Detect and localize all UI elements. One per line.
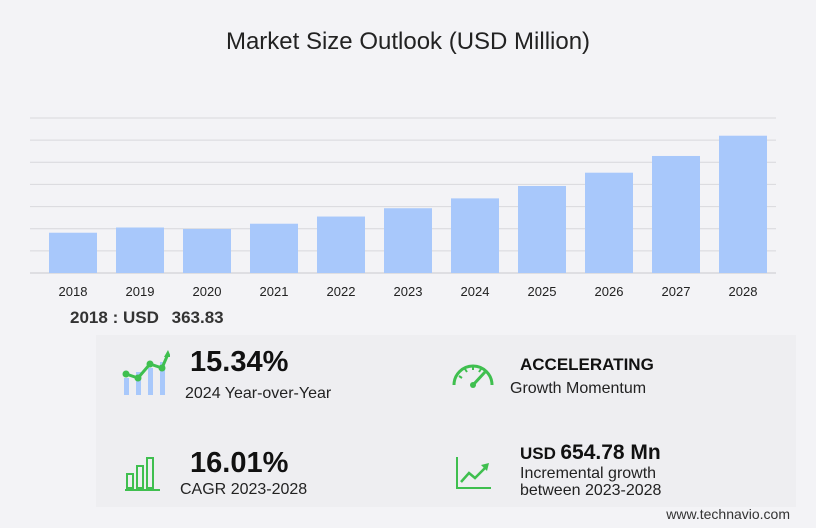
base-currency: USD: [122, 308, 159, 327]
cagr-value: 16.01%: [190, 447, 289, 479]
incremental-value: USD 654.78 Mn: [520, 441, 661, 465]
x-tick-label: 2024: [461, 284, 490, 299]
x-tick-label: 2021: [260, 284, 289, 299]
x-tick-labels: 2018 2019 2020 2021 2022 2023 2024 2025 2026 2027…: [59, 284, 758, 299]
bar-2023: [384, 208, 432, 273]
yoy-value: 15.34%: [190, 346, 289, 378]
chart-growth-icon: [122, 350, 170, 395]
incremental-amount: 654.78 Mn: [560, 441, 661, 464]
x-tick-label: 2028: [729, 284, 758, 299]
chart-title: Market Size Outlook (USD Million): [225, 28, 591, 55]
bars: [49, 135, 767, 273]
gauge-icon: [452, 364, 494, 388]
bar-2024: [451, 198, 499, 273]
x-tick-label: 2018: [59, 284, 88, 299]
base-value: 363.83: [171, 308, 224, 327]
base-sep: :: [112, 308, 119, 327]
bar-2025: [518, 185, 566, 273]
bar-2018: [49, 232, 97, 273]
x-tick-label: 2023: [394, 284, 423, 299]
momentum-label: Growth Momentum: [510, 380, 647, 397]
cagr-period: 2023-2028: [230, 481, 308, 498]
cagr-label-prefix: CAGR: [180, 481, 227, 498]
x-tick-label: 2020: [193, 284, 222, 299]
x-tick-label: 2025: [528, 284, 557, 299]
bar-growth-icon: [125, 457, 160, 491]
incremental-label-line2: between 2023-2028: [520, 482, 662, 499]
bar-2026: [585, 172, 633, 273]
x-tick-label: 2027: [662, 284, 691, 299]
incremental-label: Incremental growth between 2023-2028: [520, 465, 661, 499]
x-tick-label: 2019: [126, 284, 155, 299]
momentum-value: ACCELERATING: [520, 355, 654, 374]
bar-2022: [317, 216, 365, 273]
cagr-label: CAGR 2023-2028: [180, 481, 307, 499]
x-tick-label: 2022: [327, 284, 356, 299]
trend-line-icon: [456, 457, 491, 489]
bar-2019: [116, 227, 164, 273]
incremental-label-line1: Incremental growth: [520, 465, 657, 482]
incremental-currency: USD: [520, 444, 556, 463]
x-tick-label: 2026: [595, 284, 624, 299]
base-year-value: 2018 : USD 363.83: [70, 308, 224, 328]
bar-2021: [250, 223, 298, 273]
yoy-label: 2024 Year-over-Year: [185, 385, 332, 402]
bar-chart: 2018 2019 2020 2021 2022 2023 2024 2025 2026 2027…: [30, 117, 776, 299]
bar-2027: [652, 155, 700, 273]
bar-2020: [183, 228, 231, 273]
source-footer: www.technavio.com: [666, 506, 790, 522]
base-year: 2018: [70, 308, 108, 327]
bar-2028: [719, 135, 767, 273]
stats-panel: [96, 335, 796, 507]
